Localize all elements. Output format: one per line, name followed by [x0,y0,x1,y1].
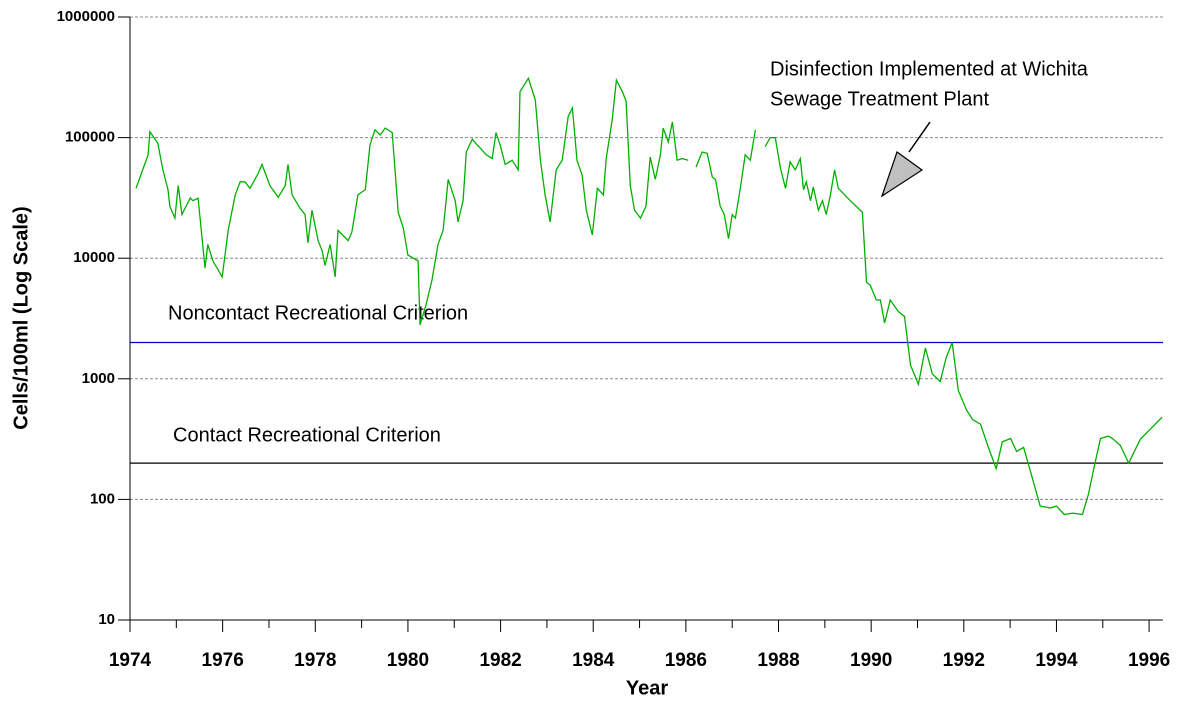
annotation-text: Disinfection Implemented at Wichita [770,58,1089,80]
x-tick-label: 1992 [943,650,985,671]
x-tick-label: 1980 [387,650,429,671]
x-tick-label: 1988 [757,650,799,671]
x-tick-label: 1976 [202,650,244,671]
y-tick-label: 1000 [82,370,115,387]
annotation-text: Sewage Treatment Plant [770,88,989,110]
y-tick-label: 10 [98,611,115,628]
reference-label: Noncontact Recreational Criterion [168,302,468,324]
x-tick-label: 1978 [294,650,336,671]
y-tick-label: 1000000 [57,8,115,25]
x-tick-label: 1994 [1035,650,1078,671]
x-tick-label: 1982 [479,650,521,671]
x-tick-label: 1984 [572,650,615,671]
x-tick-label: 1990 [850,650,892,671]
data-line [135,76,1163,516]
reference-label: Contact Recreational Criterion [173,424,441,446]
y-tick-label: 10000 [73,249,115,266]
y-axis-label: Cells/100ml (Log Scale) [10,206,32,429]
x-tick-label: 1996 [1128,650,1170,671]
annotation-arrow-shaft [908,121,931,153]
annotation-arrow-head [880,151,924,198]
y-tick-label: 100 [90,490,115,507]
x-tick-label: 1986 [665,650,707,671]
x-tick-label: 1974 [109,650,152,671]
x-axis-label: Year [626,677,668,699]
y-tick-label: 100000 [65,129,115,146]
